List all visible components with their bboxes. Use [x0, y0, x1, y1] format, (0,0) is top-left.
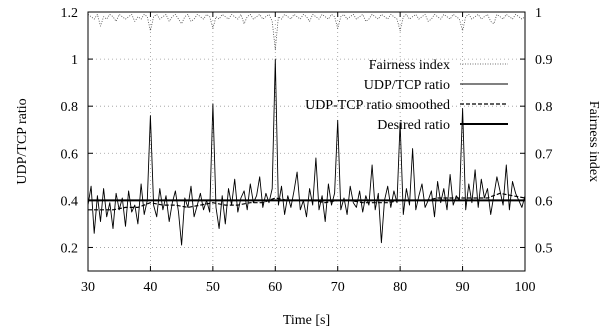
- x-tick-label: 70: [331, 280, 345, 295]
- series-fairness-index: [87, 13, 526, 51]
- y2-tick-label: 0.6: [535, 194, 553, 209]
- x-tick-label: 50: [206, 280, 220, 295]
- y-tick-label: 1.2: [61, 6, 79, 21]
- y2-tick-label: 0.7: [535, 147, 553, 162]
- x-tick-label: 60: [268, 280, 282, 295]
- y-tick-label: 0.8: [61, 100, 79, 115]
- y-axis-label: UDP/TCP ratio: [15, 98, 30, 184]
- series-layer: [87, 13, 526, 246]
- x-tick-label: 100: [515, 280, 536, 295]
- x-axis-label: Time [s]: [283, 313, 330, 328]
- plot-frame: [87, 11, 526, 272]
- y-tick-label: 1: [71, 53, 78, 68]
- x-tick-label: 40: [143, 280, 157, 295]
- series-udp-tcp-ratio: [87, 58, 526, 246]
- legend-label-fairness-index: Fairness index: [369, 58, 450, 73]
- y2-tick-label: 0.9: [535, 53, 553, 68]
- y2-axis-label: Fairness index: [586, 101, 601, 182]
- x-tick-label: 80: [393, 280, 407, 295]
- y-tick-label: 0.4: [61, 194, 79, 209]
- y2-tick-label: 0.8: [535, 100, 553, 115]
- y2-tick-label: 0.5: [535, 241, 553, 256]
- legend-label-udp-tcp-ratio: UDP/TCP ratio: [364, 78, 450, 93]
- x-tick-label: 90: [456, 280, 470, 295]
- legend-label-desired-ratio: Desired ratio: [377, 118, 450, 133]
- y2-tick-label: 1: [535, 6, 542, 21]
- x-tick-label: 30: [81, 280, 95, 295]
- y-tick-label: 0.6: [61, 147, 79, 162]
- legend: Fairness index UDP/TCP ratio UDP-TCP ratio…: [305, 58, 508, 133]
- y-tick-label: 0.2: [61, 241, 79, 256]
- legend-label-udp-tcp-ratio-smoothed: UDP-TCP ratio smoothed: [305, 98, 450, 113]
- ticks: 30 40 50 60 70 80 90 100 0.2 0.4 0.6 0.8 1 1.2 0.5 0.6 0…: [61, 6, 553, 295]
- grid: [88, 12, 525, 271]
